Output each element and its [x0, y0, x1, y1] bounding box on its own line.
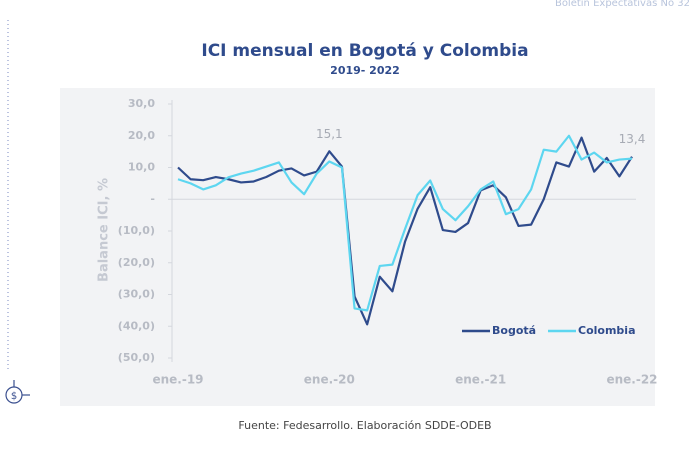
x-tick-label: ene.-20: [304, 373, 355, 387]
svg-text:$: $: [11, 391, 17, 402]
y-tick-label: (40,0): [118, 319, 155, 332]
header: Boletín Expectativas No 32: [555, 0, 690, 9]
data-label: 15,1: [316, 127, 343, 141]
chart-title: ICI mensual en Bogotá y Colombia: [201, 41, 528, 61]
y-tick-label: -: [150, 192, 155, 205]
source: Fuente: Fedesarrollo. Elaboración SDDE-O…: [238, 419, 491, 432]
y-tick-label: 30,0: [128, 97, 155, 110]
data-label: 13,4: [619, 132, 646, 146]
legend-label: Bogotá: [492, 324, 536, 337]
y-tick-label: (30,0): [118, 288, 155, 301]
series-line: [177, 134, 633, 312]
y-tick-label: 10,0: [128, 161, 155, 174]
y-tick-label: (50,0): [118, 351, 155, 364]
legend-label: Colombia: [578, 324, 636, 337]
chart-subtitle: 2019- 2022: [330, 64, 400, 77]
y-tick-label: (10,0): [118, 224, 155, 237]
x-tick-label: ene.-19: [152, 373, 203, 387]
x-tick-label: ene.-21: [455, 373, 506, 387]
series-line: [177, 136, 633, 326]
y-tick-label: 20,0: [128, 129, 155, 142]
icon: $: [5, 380, 30, 404]
plot-panel: [60, 88, 655, 406]
x-tick-label: ene.-22: [606, 373, 657, 387]
y-axis-label: Balance ICI, %: [97, 178, 112, 282]
y-tick-label: (20,0): [118, 256, 155, 269]
